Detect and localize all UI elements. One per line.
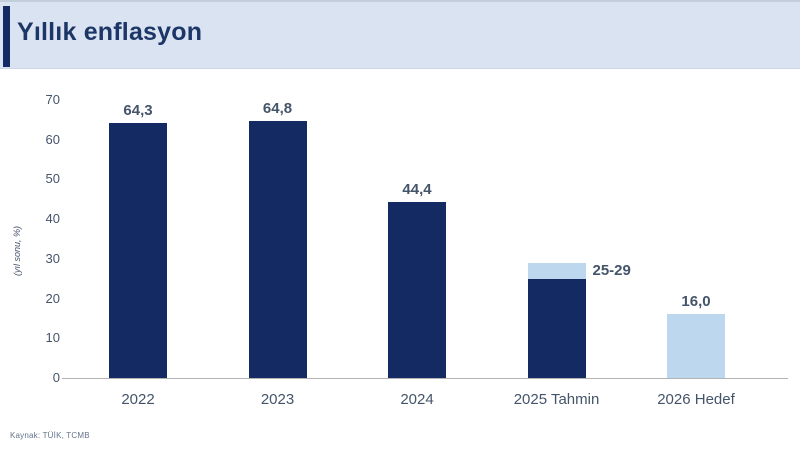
page-title: Yıllık enflasyon [17, 18, 203, 46]
header-accent-stripe [3, 6, 10, 67]
bar-2025-tahmin [527, 262, 586, 279]
header: Yıllık enflasyon [0, 2, 800, 69]
bar-2024 [388, 201, 446, 378]
x-axis-label: 2026 Hedef [657, 391, 735, 408]
slide-top-edge [0, 0, 800, 2]
bar-value-label: 25-29 [592, 261, 631, 279]
bar-2025-tahmin [527, 278, 586, 378]
source-note: Kaynak: TÜİK, TCMB [10, 431, 90, 440]
y-axis-tick: 60 [45, 131, 60, 147]
y-axis-tick: 70 [45, 92, 60, 107]
bar-2022 [109, 122, 167, 378]
y-axis-tick: 40 [45, 211, 60, 227]
x-axis-label: 2022 [121, 391, 155, 408]
bar-2026-hedef [667, 314, 725, 378]
y-axis-tick: 30 [45, 250, 60, 266]
bar-value-label: 16,0 [681, 293, 711, 311]
y-axis-tick: 20 [45, 290, 60, 306]
x-axis-label: 2023 [260, 391, 295, 408]
y-axis-tick: 0 [52, 370, 60, 385]
bar-value-label: 64,3 [123, 101, 153, 119]
bar-2023 [248, 120, 307, 378]
x-axis-label: 2025 Tahmin [513, 391, 600, 408]
bar-value-label: 44,4 [402, 180, 432, 198]
y-axis-tick: 10 [45, 330, 60, 346]
y-axis-tick: 50 [45, 171, 60, 187]
x-axis-line [62, 378, 788, 379]
bar-value-label: 64,8 [262, 99, 293, 117]
x-axis-label: 2024 [400, 391, 434, 408]
